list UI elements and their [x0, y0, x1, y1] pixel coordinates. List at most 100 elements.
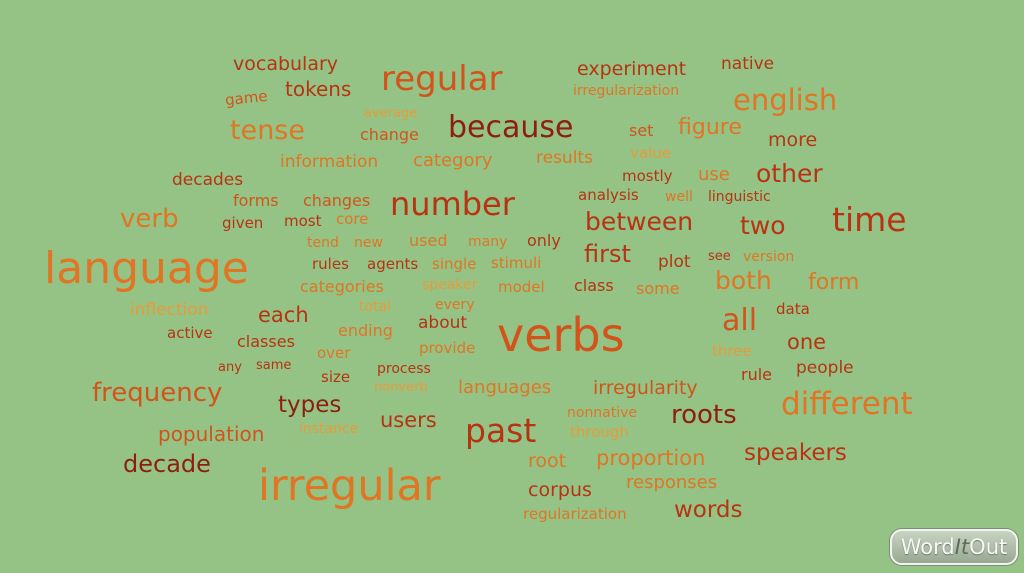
cloud-word: roots [671, 400, 737, 430]
cloud-word: words [674, 497, 743, 523]
cloud-word: three [712, 342, 752, 360]
cloud-word: information [280, 152, 379, 172]
cloud-word: new [354, 235, 383, 251]
cloud-word: types [278, 392, 342, 418]
cloud-word: each [258, 303, 309, 327]
cloud-word: tokens [285, 77, 352, 101]
cloud-word: vocabulary [233, 53, 339, 75]
cloud-word: used [409, 231, 448, 250]
cloud-word: most [284, 212, 322, 230]
cloud-word: speaker [422, 277, 478, 293]
cloud-word: between [585, 207, 694, 236]
cloud-word: mostly [622, 167, 673, 185]
cloud-word: total [359, 299, 392, 315]
cloud-word: tense [230, 115, 305, 146]
cloud-word: languages [458, 377, 552, 398]
cloud-word: first [584, 240, 631, 268]
cloud-word: proportion [596, 446, 706, 470]
cloud-word: form [808, 270, 860, 295]
cloud-word: core [336, 210, 369, 228]
cloud-word: plot [658, 252, 691, 272]
cloud-word: game [224, 86, 269, 110]
wordle-logo[interactable]: Word It Out [890, 529, 1018, 565]
cloud-word: verb [120, 204, 179, 234]
cloud-word: different [781, 386, 913, 422]
cloud-word: active [167, 324, 213, 342]
cloud-word: experiment [577, 58, 687, 80]
cloud-word: responses [626, 472, 718, 493]
cloud-word: data [776, 300, 810, 318]
cloud-word: linguistic [708, 189, 771, 205]
cloud-word: version [743, 249, 795, 265]
cloud-word: irregular [258, 461, 441, 511]
cloud-word: instance [299, 421, 359, 437]
cloud-word: past [465, 411, 537, 450]
cloud-word: analysis [578, 186, 639, 204]
cloud-word: population [158, 422, 265, 446]
cloud-word: native [721, 54, 775, 74]
cloud-word: agents [367, 255, 419, 273]
cloud-word: ending [338, 321, 393, 340]
cloud-word: same [256, 358, 292, 373]
cloud-word: forms [233, 191, 279, 210]
cloud-word: verbs [497, 308, 625, 362]
cloud-word: many [468, 234, 508, 250]
cloud-word: process [377, 361, 431, 377]
cloud-word: nonnative [567, 405, 638, 421]
cloud-word: one [787, 330, 827, 354]
cloud-word: users [380, 408, 437, 432]
cloud-word: inflection [130, 300, 209, 320]
cloud-word: because [448, 110, 574, 145]
cloud-word: through [570, 423, 629, 441]
cloud-word: irregularity [593, 377, 698, 399]
cloud-word: speakers [744, 440, 847, 466]
cloud-word: people [796, 358, 854, 378]
cloud-word: single [432, 255, 477, 273]
cloud-word: both [715, 266, 772, 295]
cloud-word: well [665, 189, 693, 205]
cloud-word: given [222, 214, 264, 232]
cloud-word: every [435, 297, 475, 313]
cloud-word: any [218, 360, 242, 375]
cloud-word: categories [300, 277, 384, 296]
cloud-word: other [756, 159, 823, 188]
cloud-word: provide [419, 339, 476, 357]
cloud-word: stimuli [491, 254, 542, 272]
cloud-word: decade [123, 450, 211, 478]
cloud-word: time [832, 200, 907, 239]
cloud-word: over [317, 344, 351, 362]
cloud-word: only [527, 231, 561, 250]
cloud-word: number [390, 185, 515, 223]
cloud-word: nonverb [374, 380, 428, 395]
cloud-word: two [740, 211, 786, 240]
cloud-word: use [698, 164, 730, 185]
cloud-word: change [360, 125, 419, 144]
cloud-word: root [528, 450, 567, 472]
logo-it: It [954, 535, 970, 559]
cloud-word: tend [307, 235, 339, 251]
cloud-word: average [364, 106, 418, 121]
cloud-word: see [708, 249, 731, 264]
cloud-word: all [722, 303, 758, 338]
cloud-word: english [733, 83, 838, 117]
cloud-word: regular [381, 59, 503, 99]
cloud-word: about [418, 313, 468, 333]
cloud-word: results [536, 148, 593, 168]
cloud-word: corpus [528, 479, 592, 501]
cloud-word: regularization [523, 505, 627, 523]
cloud-word: irregularization [573, 83, 680, 99]
cloud-word: decades [172, 170, 244, 190]
cloud-word: rule [741, 365, 773, 384]
logo-out: Out [969, 535, 1008, 559]
cloud-word: some [636, 279, 680, 298]
cloud-word: more [768, 129, 818, 151]
cloud-word: set [629, 121, 654, 140]
cloud-word: changes [303, 191, 371, 210]
cloud-word: model [498, 278, 545, 296]
cloud-word: rules [312, 255, 349, 273]
cloud-word: class [574, 276, 614, 295]
cloud-word: frequency [92, 378, 223, 408]
cloud-word: value [630, 144, 671, 162]
cloud-word: size [321, 368, 351, 386]
